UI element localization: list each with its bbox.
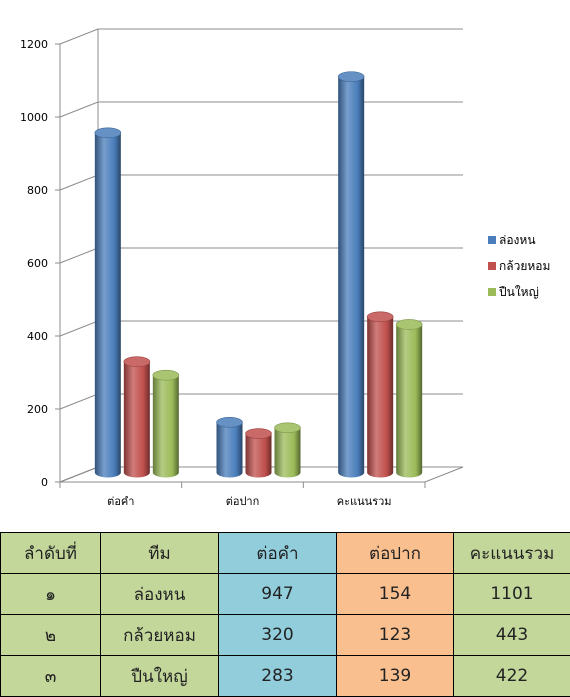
bar-body (396, 324, 422, 477)
score-table: ลำดับที่ ทีม ต่อคำ ต่อปาก คะแนนรวม ๑ ล่อ… (0, 532, 570, 697)
team-cell: ล่องหน (101, 574, 219, 615)
bar (246, 429, 272, 478)
bar-top (275, 423, 301, 433)
bar-body (124, 362, 150, 478)
bar (124, 357, 150, 478)
gridline (60, 102, 463, 117)
bar-body (217, 422, 243, 477)
bar-top (246, 429, 272, 439)
bars (95, 72, 422, 478)
legend-label: กล้วยหอม (499, 259, 550, 273)
bar (275, 423, 301, 478)
rank-cell: ๑ (1, 574, 101, 615)
header-total: คะแนนรวม (454, 533, 570, 574)
bar-top (367, 312, 393, 322)
bar-chart: 0 200 400 600 800 1000 1200 ต่อคำ ต่อปาก คะแนนรวม… (0, 0, 570, 532)
total-cell: 443 (454, 615, 570, 656)
chart-area: 0 200 400 600 800 1000 1200 ต่อคำ ต่อปาก คะแนนรวม… (0, 0, 570, 532)
bar-top (124, 357, 150, 367)
y-tick-label: 400 (27, 330, 48, 343)
bar-body (338, 77, 364, 478)
legend-swatch (488, 262, 496, 270)
word-cell: 283 (219, 656, 337, 697)
table-row: ๓ ปืนใหญ่ 283 139 422 (1, 656, 570, 697)
bar (217, 417, 243, 477)
bar (367, 312, 393, 478)
y-tick-label: 1000 (20, 111, 48, 124)
axis-labels: 0 200 400 600 800 1000 1200 ต่อคำ ต่อปาก คะแนนรวม (20, 38, 392, 508)
bar-body (95, 133, 121, 478)
rank-cell: ๓ (1, 656, 101, 697)
x-tick-label: คะแนนรวม (337, 495, 392, 508)
legend-swatch (488, 288, 496, 296)
table-header-row: ลำดับที่ ทีม ต่อคำ ต่อปาก คะแนนรวม (1, 533, 570, 574)
bar-body (246, 434, 272, 478)
x-tick-label: ต่อคำ (107, 495, 134, 508)
y-tick-label: 1200 (20, 38, 48, 51)
word-cell: 320 (219, 615, 337, 656)
bar-top (338, 72, 364, 82)
word-cell: 947 (219, 574, 337, 615)
team-cell: กล้วยหอม (101, 615, 219, 656)
total-cell: 1101 (454, 574, 570, 615)
table-row: ๑ ล่องหน 947 154 1101 (1, 574, 570, 615)
y-tick-label: 800 (27, 184, 48, 197)
bar-top (95, 128, 121, 138)
team-cell: ปืนใหญ่ (101, 656, 219, 697)
bar-top (396, 319, 422, 329)
bar (95, 128, 121, 478)
header-team: ทีม (101, 533, 219, 574)
total-cell: 422 (454, 656, 570, 697)
bar-body (275, 428, 301, 478)
x-tick-label: ต่อปาก (226, 495, 260, 508)
mouth-cell: 139 (337, 656, 454, 697)
bar-top (217, 417, 243, 427)
gridline (60, 29, 463, 44)
table-row: ๒ กล้วยหอม 320 123 443 (1, 615, 570, 656)
legend-label: ล่องหน (499, 233, 536, 247)
header-mouth: ต่อปาก (337, 533, 454, 574)
legend-swatch (488, 236, 496, 244)
rank-cell: ๒ (1, 615, 101, 656)
bar (396, 319, 422, 477)
bar-body (367, 317, 393, 478)
y-tick-label: 200 (27, 403, 48, 416)
y-tick-label: 600 (27, 257, 48, 270)
header-rank: ลำดับที่ (1, 533, 101, 574)
legend-label: ปืนใหญ่ (498, 285, 538, 299)
bar-body (153, 375, 179, 477)
mouth-cell: 154 (337, 574, 454, 615)
bar (338, 72, 364, 478)
bar (153, 370, 179, 477)
mouth-cell: 123 (337, 615, 454, 656)
header-word: ต่อคำ (219, 533, 337, 574)
y-tick-label: 0 (41, 476, 48, 489)
bar-top (153, 370, 179, 380)
